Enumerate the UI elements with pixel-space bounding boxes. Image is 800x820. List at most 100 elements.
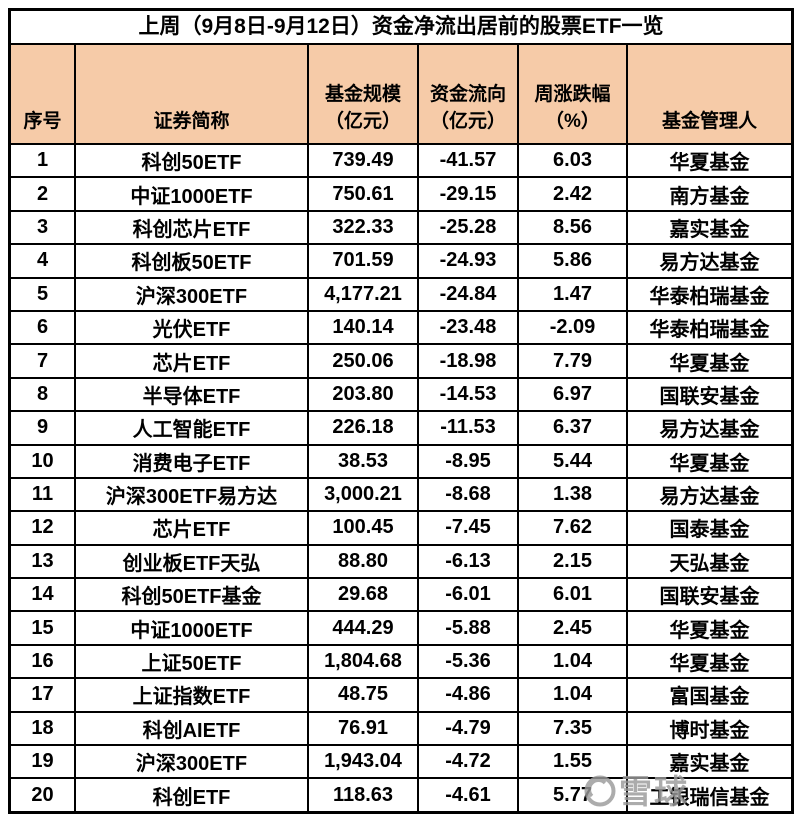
cell-weekly-change: 1.38 bbox=[519, 478, 628, 511]
cell-seq: 18 bbox=[11, 712, 76, 745]
table-row: 17 上证指数ETF 48.75 -4.86 1.04 富国基金 bbox=[11, 679, 791, 713]
cell-seq: 4 bbox=[11, 245, 76, 277]
cell-fund-scale: 38.53 bbox=[309, 445, 419, 477]
cell-fund-manager: 嘉实基金 bbox=[669, 218, 750, 241]
cell-fund-scale: 118.63 bbox=[309, 779, 419, 811]
cell-name: 芯片ETF bbox=[76, 512, 309, 544]
cell-fund-flow: -24.93 bbox=[419, 245, 519, 277]
table-row: 19 沪深300ETF 1,943.04 -4.72 1.55 嘉实基金 bbox=[11, 746, 791, 780]
table-row: 1 科创50ETF 739.49 -41.57 6.03 华夏基金 bbox=[11, 145, 791, 179]
cell-fund-flow: -6.01 bbox=[419, 579, 519, 611]
cell-seq: 16 bbox=[11, 645, 76, 678]
table-row: 4 科创板50ETF 701.59 -24.93 5.86 易方达基金 bbox=[11, 245, 791, 279]
cell-name: 中证1000ETF bbox=[76, 178, 309, 210]
cell-fund-scale: 4,177.21 bbox=[309, 278, 419, 310]
header-name: 证券简称 bbox=[76, 45, 309, 143]
cell-seq: 12 bbox=[11, 512, 76, 544]
table-row: 12 芯片ETF 100.45 -7.45 7.62 国泰基金 bbox=[11, 512, 791, 546]
table-row: 10 消费电子ETF 38.53 -8.95 5.44 华夏基金 bbox=[11, 445, 791, 479]
cell-fund-manager: 富国基金 bbox=[669, 686, 750, 709]
table-title: 上周（9月8日-9月12日）资金净流出居前的股票ETF一览 bbox=[11, 11, 791, 45]
cell-seq: 6 bbox=[11, 311, 76, 344]
table-row: 3 科创芯片ETF 322.33 -25.28 8.56 嘉实基金 bbox=[11, 211, 791, 246]
cell-fund-scale: 322.33 bbox=[309, 211, 419, 244]
cell-name: 科创50ETF bbox=[76, 145, 309, 177]
cell-fund-manager: 嘉实基金 bbox=[669, 753, 750, 776]
header-fund-flow: 资金流向 （亿元） bbox=[419, 45, 519, 143]
cell-fund-flow: -29.15 bbox=[419, 178, 519, 210]
table-body: 1 科创50ETF 739.49 -41.57 6.03 华夏基金 2 中证10… bbox=[11, 145, 791, 811]
cell-fund-flow: -4.86 bbox=[419, 679, 519, 711]
cell-fund-manager: 易方达基金 bbox=[659, 419, 760, 442]
cell-seq: 15 bbox=[11, 612, 76, 644]
cell-fund-scale: 250.06 bbox=[309, 345, 419, 377]
cell-fund-manager: 华泰柏瑞基金 bbox=[649, 285, 770, 308]
cell-fund-flow: -25.28 bbox=[419, 211, 519, 244]
cell-weekly-change: 5.86 bbox=[519, 245, 628, 277]
cell-fund-scale: 1,804.68 bbox=[309, 645, 419, 678]
cell-fund-flow: -4.72 bbox=[419, 746, 519, 778]
cell-fund-manager: 工银瑞信基金 bbox=[649, 786, 770, 809]
cell-weekly-change: -2.09 bbox=[519, 311, 628, 344]
table-row: 9 人工智能ETF 226.18 -11.53 6.37 易方达基金 bbox=[11, 412, 791, 446]
table-row: 20 科创ETF 118.63 -4.61 5.77 工银瑞信基金 bbox=[11, 779, 791, 811]
table-row: 5 沪深300ETF 4,177.21 -24.84 1.47 华泰柏瑞基金 bbox=[11, 278, 791, 312]
cell-name: 科创ETF bbox=[76, 779, 309, 811]
cell-weekly-change: 6.01 bbox=[519, 579, 628, 611]
cell-name: 沪深300ETF易方达 bbox=[76, 478, 309, 511]
header-seq: 序号 bbox=[11, 45, 76, 143]
cell-fund-manager: 天弘基金 bbox=[669, 552, 750, 575]
cell-fund-manager: 华夏基金 bbox=[669, 152, 750, 175]
cell-weekly-change: 2.42 bbox=[519, 178, 628, 210]
cell-seq: 11 bbox=[11, 478, 76, 511]
cell-name: 芯片ETF bbox=[76, 345, 309, 377]
cell-fund-scale: 739.49 bbox=[309, 145, 419, 177]
cell-fund-scale: 750.61 bbox=[309, 178, 419, 210]
table-row: 14 科创50ETF基金 29.68 -6.01 6.01 国联安基金 bbox=[11, 579, 791, 613]
cell-weekly-change: 1.04 bbox=[519, 679, 628, 711]
cell-weekly-change: 1.55 bbox=[519, 746, 628, 778]
cell-name: 科创板50ETF bbox=[76, 245, 309, 277]
cell-fund-scale: 100.45 bbox=[309, 512, 419, 544]
cell-weekly-change: 6.97 bbox=[519, 378, 628, 411]
cell-fund-scale: 88.80 bbox=[309, 545, 419, 578]
cell-name: 沪深300ETF bbox=[76, 278, 309, 310]
cell-fund-flow: -41.57 bbox=[419, 145, 519, 177]
cell-fund-flow: -14.53 bbox=[419, 378, 519, 411]
cell-fund-manager: 易方达基金 bbox=[659, 252, 760, 275]
cell-fund-manager: 华夏基金 bbox=[669, 619, 750, 642]
table-row: 15 中证1000ETF 444.29 -5.88 2.45 华夏基金 bbox=[11, 612, 791, 646]
cell-name: 人工智能ETF bbox=[76, 412, 309, 444]
header-fund-manager: 基金管理人 bbox=[661, 111, 757, 133]
cell-seq: 9 bbox=[11, 412, 76, 444]
cell-seq: 2 bbox=[11, 178, 76, 210]
cell-seq: 8 bbox=[11, 378, 76, 411]
cell-fund-manager: 国泰基金 bbox=[669, 519, 750, 542]
cell-fund-flow: -8.68 bbox=[419, 478, 519, 511]
cell-weekly-change: 2.45 bbox=[519, 612, 628, 644]
cell-name: 科创芯片ETF bbox=[76, 211, 309, 244]
header-fund-scale: 基金规模 （亿元） bbox=[309, 45, 419, 143]
cell-weekly-change: 1.47 bbox=[519, 278, 628, 310]
cell-fund-flow: -18.98 bbox=[419, 345, 519, 377]
cell-fund-scale: 1,943.04 bbox=[309, 746, 419, 778]
cell-seq: 7 bbox=[11, 345, 76, 377]
cell-name: 中证1000ETF bbox=[76, 612, 309, 644]
cell-fund-scale: 701.59 bbox=[309, 245, 419, 277]
cell-name: 科创50ETF基金 bbox=[76, 579, 309, 611]
table-row: 18 科创AIETF 76.91 -4.79 7.35 博时基金 bbox=[11, 712, 791, 747]
cell-fund-manager: 易方达基金 bbox=[659, 486, 760, 509]
cell-fund-manager: 华夏基金 bbox=[669, 352, 750, 375]
table-row: 11 沪深300ETF易方达 3,000.21 -8.68 1.38 易方达基金 bbox=[11, 478, 791, 513]
cell-weekly-change: 8.56 bbox=[519, 211, 628, 244]
cell-fund-scale: 29.68 bbox=[309, 579, 419, 611]
table-row: 2 中证1000ETF 750.61 -29.15 2.42 南方基金 bbox=[11, 178, 791, 212]
cell-seq: 3 bbox=[11, 211, 76, 244]
cell-seq: 1 bbox=[11, 145, 76, 177]
cell-weekly-change: 5.44 bbox=[519, 445, 628, 477]
cell-name: 上证指数ETF bbox=[76, 679, 309, 711]
cell-fund-flow: -24.84 bbox=[419, 278, 519, 310]
cell-fund-manager: 南方基金 bbox=[669, 185, 750, 208]
cell-fund-flow: -8.95 bbox=[419, 445, 519, 477]
cell-fund-flow: -23.48 bbox=[419, 311, 519, 344]
